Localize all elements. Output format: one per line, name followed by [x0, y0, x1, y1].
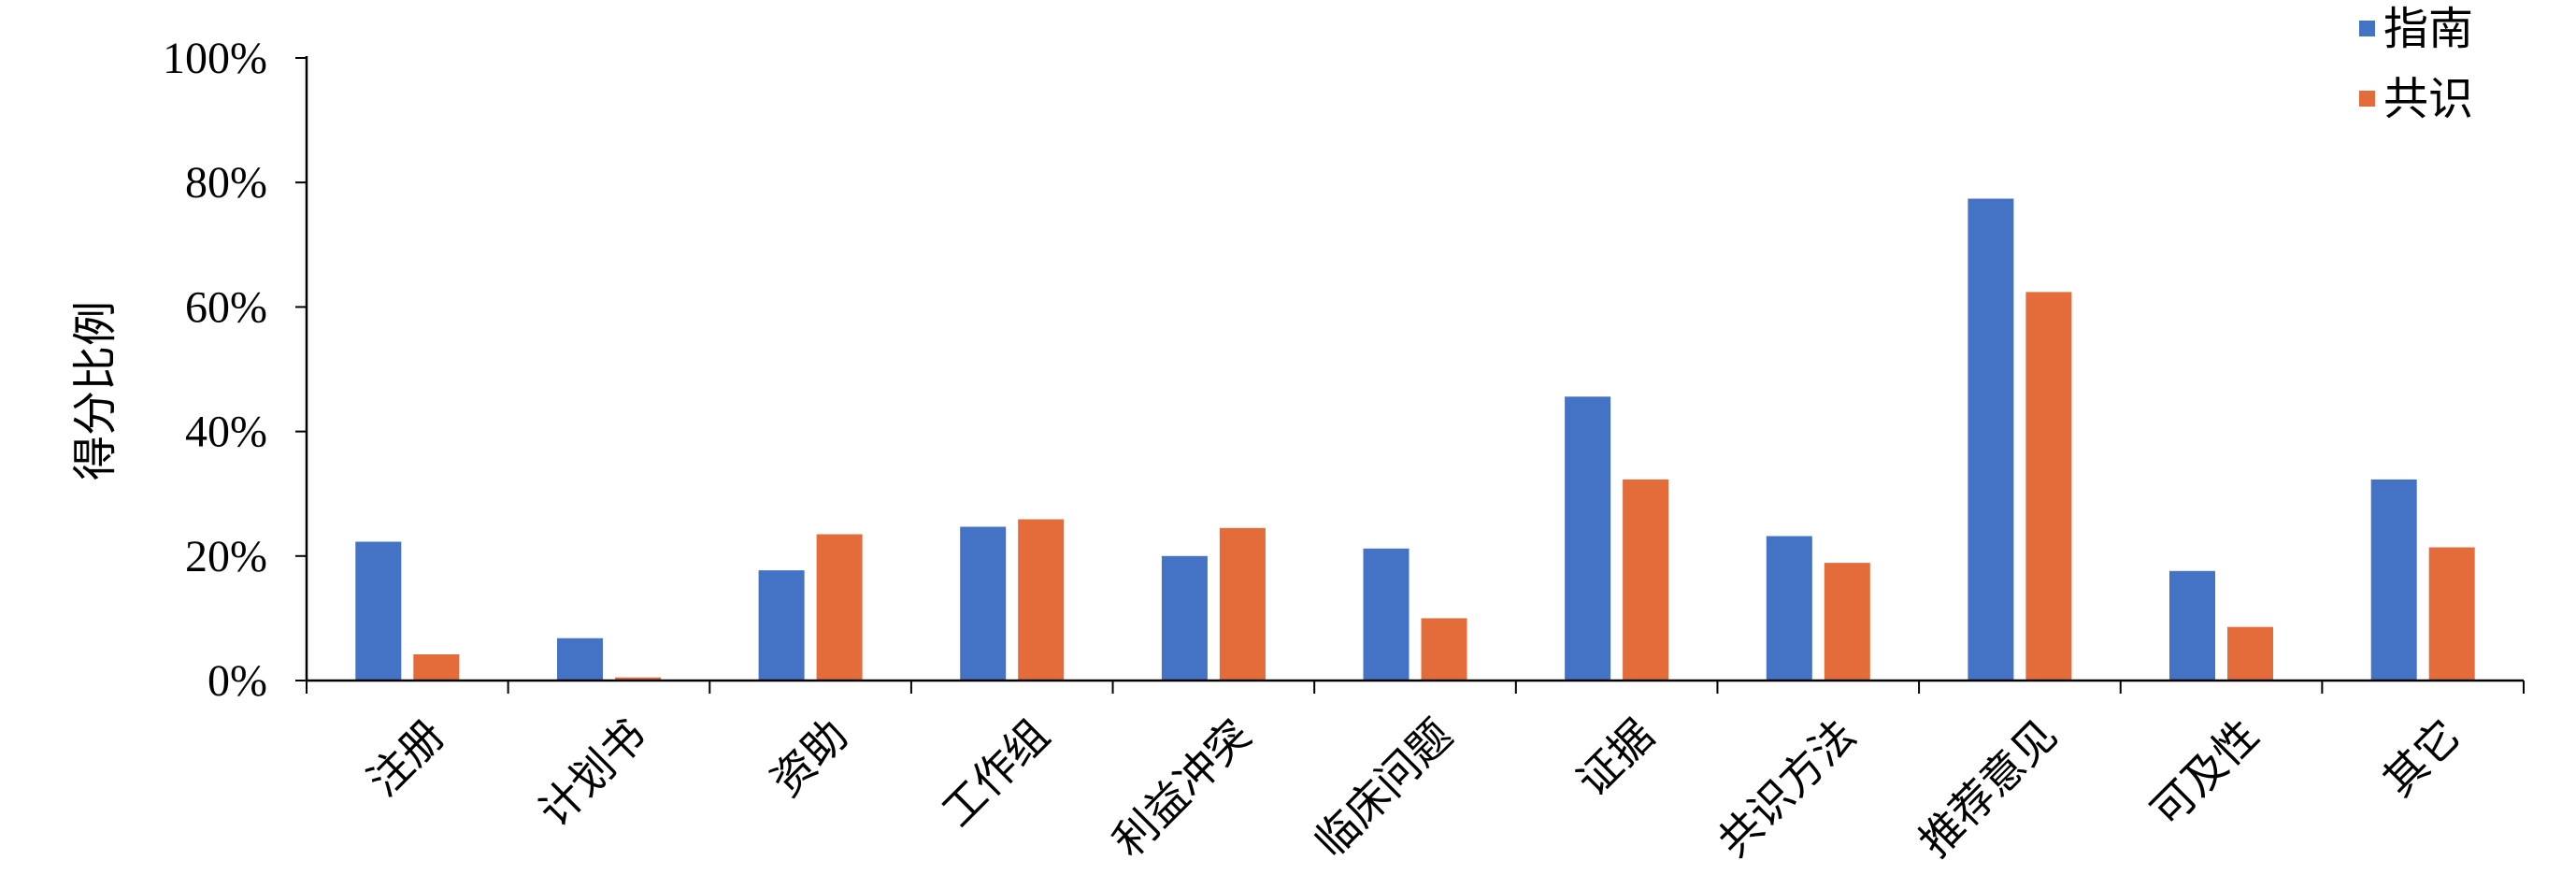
bar-series1 — [355, 541, 402, 681]
bar-series1 — [1565, 396, 1611, 681]
bars — [355, 198, 2475, 681]
axes — [305, 56, 2525, 694]
bar-series2 — [2025, 292, 2072, 681]
bar-series1 — [1363, 548, 1410, 681]
y-tick-label: 100% — [163, 34, 267, 83]
legend-swatch — [2359, 91, 2375, 107]
y-axis-title: 得分比例 — [69, 301, 122, 480]
x-tick-label: 资助 — [761, 710, 857, 806]
y-axis-title-group: 得分比例 — [69, 301, 122, 480]
x-tick-label: 证据 — [1567, 710, 1664, 806]
legend-label: 共识 — [2383, 73, 2473, 125]
x-axis-labels: 注册 计划书 资助 工作组 利益冲突 临床问题 证据 共识方法 推荐意见 可及性 其它 — [358, 710, 2470, 867]
bar-series2 — [2428, 547, 2475, 681]
x-tick-label: 注册 — [358, 710, 454, 806]
bar-series1 — [758, 570, 805, 681]
x-tick-label: 工作组 — [932, 710, 1059, 837]
x-tick-label: 计划书 — [529, 710, 656, 837]
bar-series2 — [1623, 479, 1669, 681]
bar-series1 — [557, 638, 603, 681]
y-axis-ticks: 0% 20% 40% 60% 80% 100% — [163, 34, 307, 706]
x-tick-label: 其它 — [2373, 710, 2469, 806]
bar-series1 — [960, 526, 1007, 681]
bar-series1 — [1968, 198, 2014, 681]
bar-series1 — [1766, 536, 1812, 681]
bar-series2 — [413, 654, 460, 681]
y-tick-label: 80% — [185, 158, 267, 208]
x-tick-label: 共识方法 — [1708, 710, 1865, 867]
bar-series2 — [1018, 519, 1065, 681]
bar-series2 — [2227, 626, 2273, 681]
y-tick-label: 0% — [208, 656, 267, 706]
bar-series1 — [2370, 479, 2417, 681]
x-tick-label: 临床问题 — [1305, 710, 1462, 867]
bar-series2 — [615, 677, 661, 681]
y-tick-label: 40% — [185, 408, 267, 457]
y-tick-label: 60% — [185, 282, 267, 332]
legend-swatch — [2359, 21, 2375, 36]
y-tick-label: 20% — [185, 532, 267, 581]
x-tick-label: 推荐意见 — [1910, 710, 2067, 867]
bar-series2 — [816, 534, 863, 681]
bar-series1 — [1161, 555, 1208, 681]
x-tick-label: 利益冲突 — [1103, 710, 1260, 867]
x-tick-label: 可及性 — [2141, 710, 2268, 837]
bar-series2 — [1824, 563, 1870, 681]
bar-series1 — [2169, 570, 2215, 681]
bar-series2 — [1219, 527, 1266, 681]
legend-label: 指南 — [2383, 3, 2473, 55]
bar-series2 — [1421, 618, 1467, 681]
